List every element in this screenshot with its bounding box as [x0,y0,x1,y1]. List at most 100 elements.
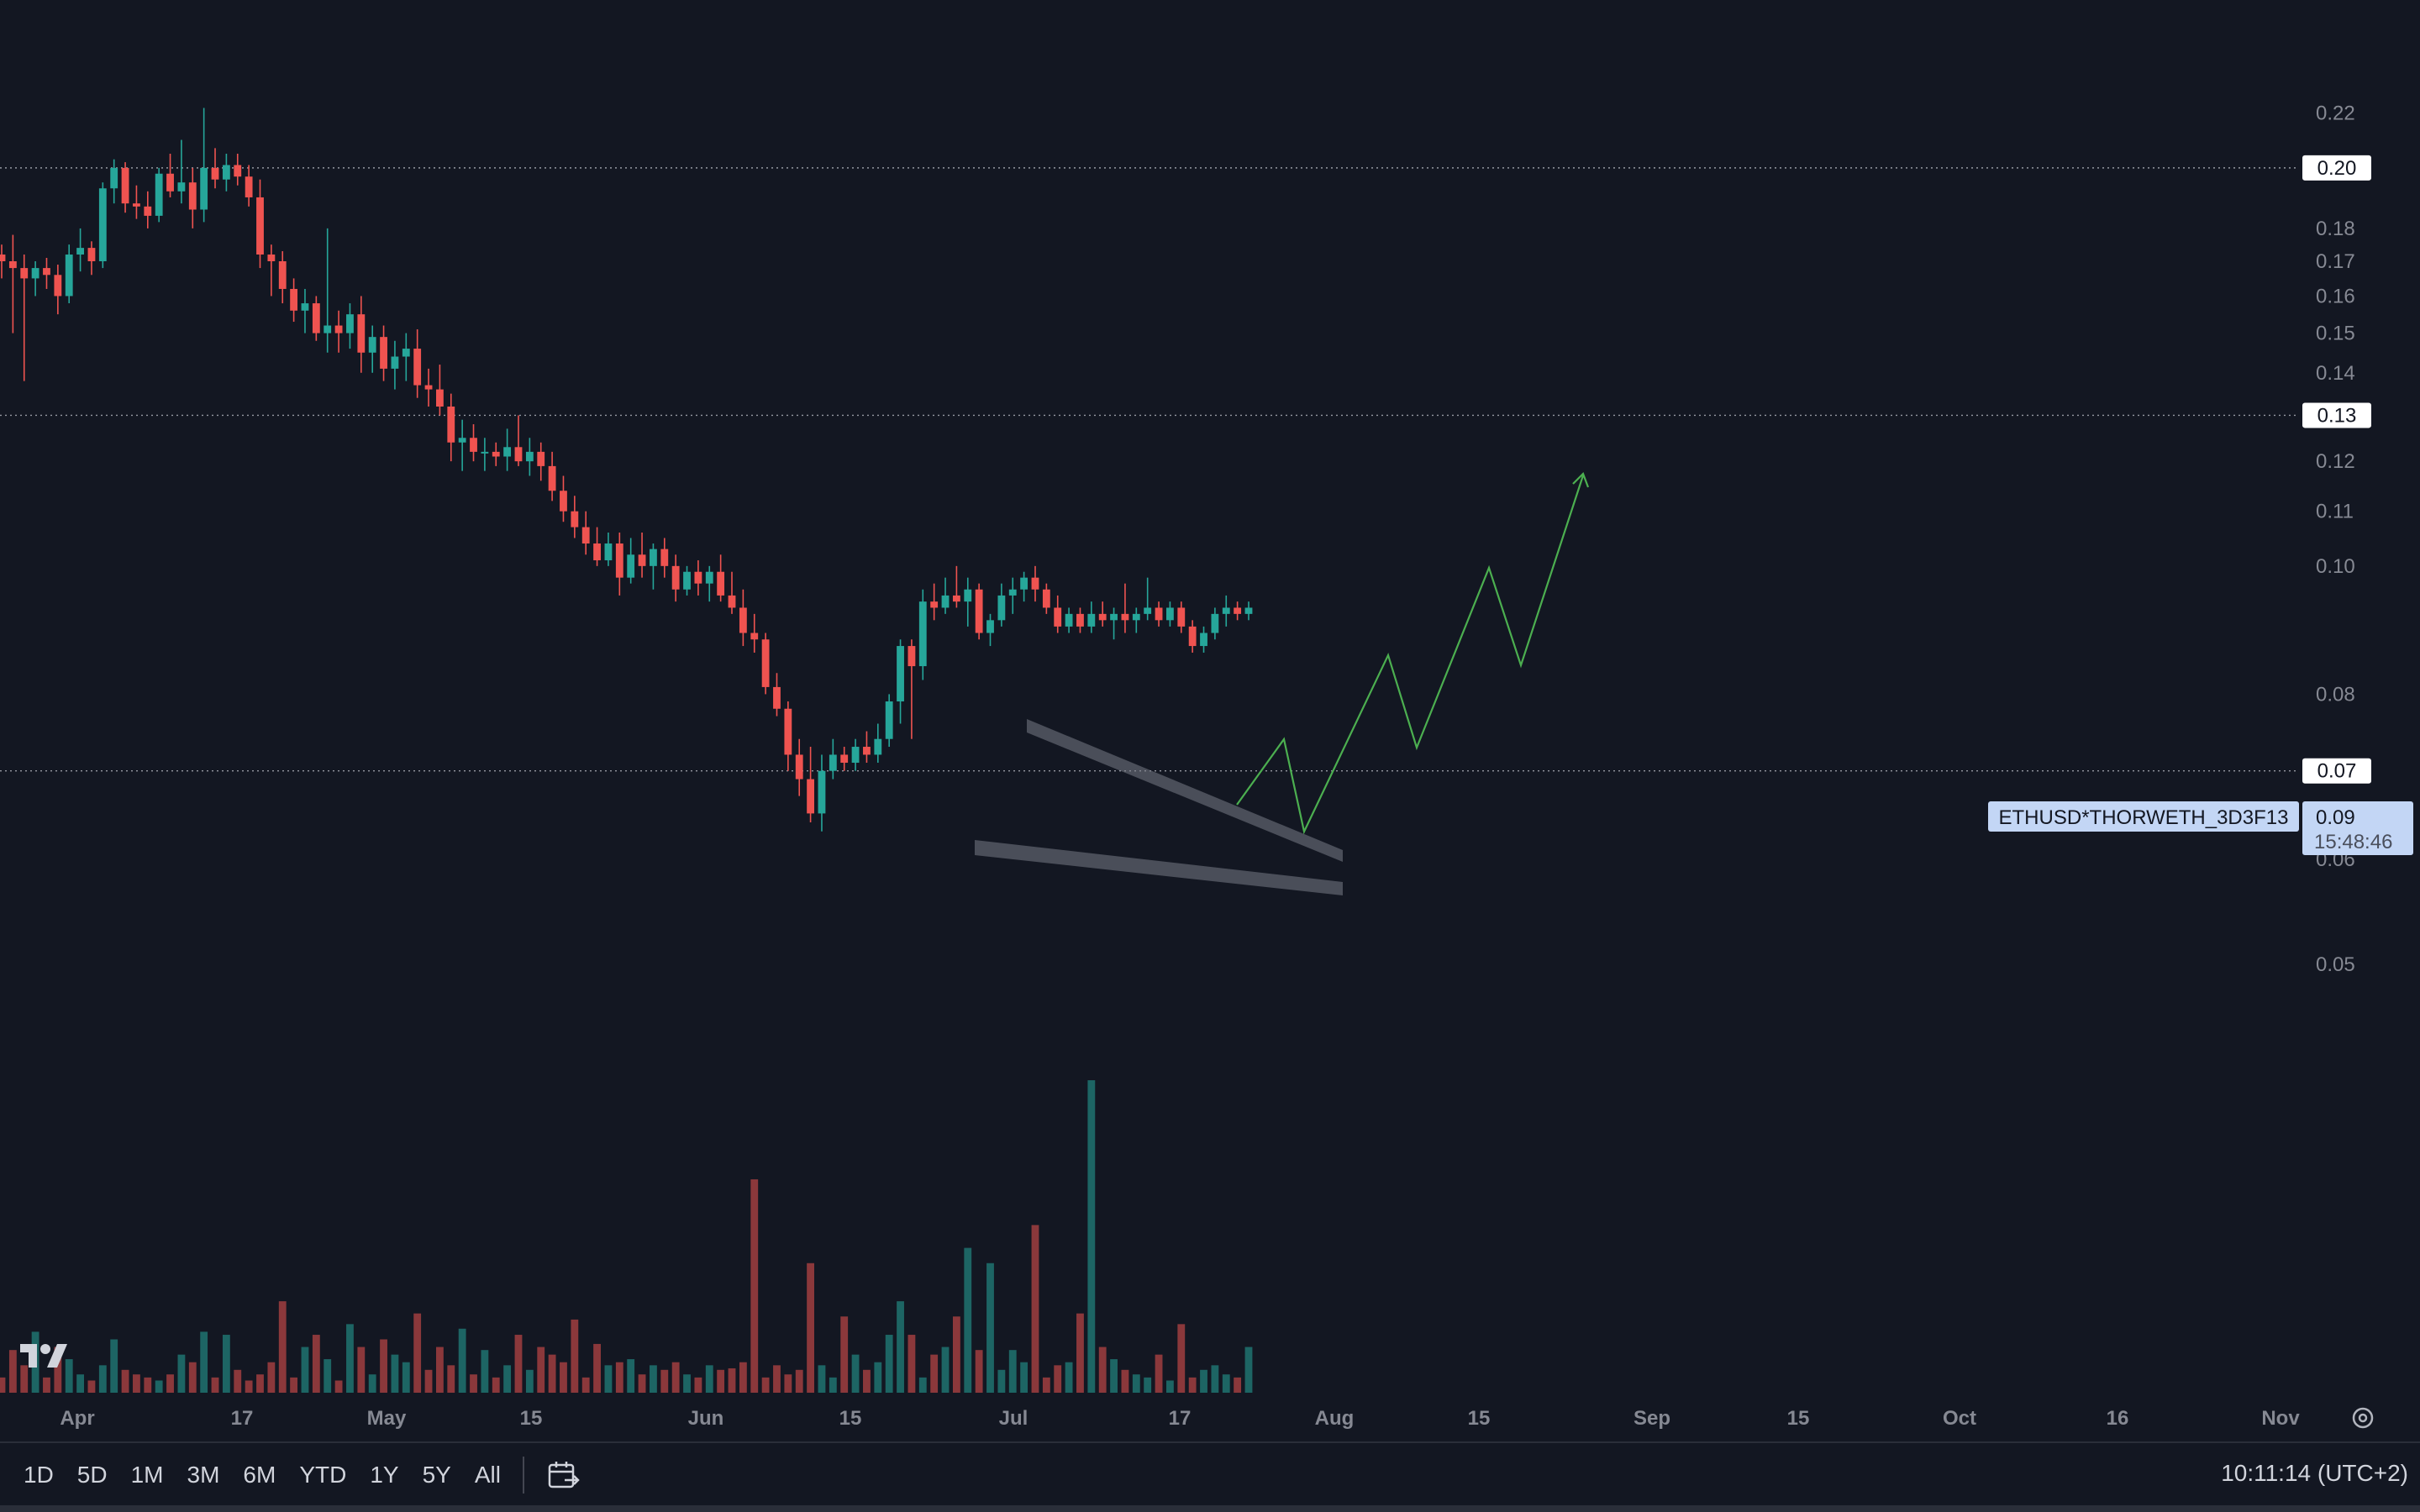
candle-body [357,314,366,353]
y-tick-label: 0.15 [2316,323,2355,345]
candle-body [1110,613,1118,621]
candle-body [615,543,623,578]
current-time[interactable]: 10:11:14 (UTC+2) [2221,1460,2408,1486]
x-tick-label: Jul [999,1407,1028,1430]
candle-body [177,182,186,192]
volume-bar [43,1377,50,1393]
candle-body [593,543,601,561]
x-tick-label: May [367,1407,407,1430]
candle-body [761,639,770,687]
candle-body [54,275,62,297]
candle-body [930,601,939,608]
candle-body [458,438,466,443]
volume-bar [930,1354,939,1393]
volume-bar [1087,1080,1096,1393]
candle-body [952,595,960,602]
candle-body [413,349,422,386]
candle-body [1031,577,1039,590]
volume-bar [581,1377,590,1393]
volume-bar [1110,1359,1118,1393]
candle-body [245,176,253,197]
level-price-tag-text: 0.13 [2317,404,2357,427]
volume-bar [312,1335,320,1393]
volume-bar [829,1377,837,1393]
candle-body [290,288,298,311]
volume-bar [98,1365,107,1393]
x-tick-label: Sep [1634,1407,1670,1430]
volume-bar [155,1380,163,1393]
range-1d-button[interactable]: 1D [24,1462,54,1488]
candle-body [717,571,725,596]
range-all-button[interactable]: All [474,1462,501,1488]
candle-body [650,549,657,566]
range-1y-button[interactable]: 1Y [370,1462,399,1488]
settings-gear-icon[interactable] [2352,1407,2374,1429]
candle-body [1098,613,1107,621]
candle-body [514,447,523,462]
volume-bar [795,1369,803,1393]
range-ytd-button[interactable]: YTD [299,1462,347,1488]
volume-bar [840,1316,849,1393]
volume-bar [54,1347,62,1393]
x-tick-label: 15 [520,1407,543,1430]
x-tick-label: 17 [231,1407,254,1430]
volume-bar [87,1380,96,1393]
candle-body [818,770,826,814]
candle-body [1166,607,1174,621]
candle-body [402,349,410,357]
volume-bar [683,1374,691,1393]
volume-bar [885,1335,893,1393]
candle-body [627,554,635,578]
volume-bar [1188,1377,1197,1393]
y-tick-label: 0.18 [2316,218,2355,240]
candle-body [728,595,736,608]
volume-bar [918,1377,927,1393]
volume-bar [413,1313,422,1393]
volume-bar [615,1362,623,1393]
candle-body [1065,613,1073,627]
x-tick-label: 16 [2107,1407,2129,1430]
candle-body [0,255,6,262]
volume-bar [627,1359,635,1393]
candle-body [1200,633,1207,647]
range-3m-button[interactable]: 3M [187,1462,220,1488]
volume-bar [481,1350,489,1393]
candle-body [1008,589,1017,596]
y-tick-label: 0.11 [2316,501,2354,523]
candle-body [784,708,792,755]
volume-bar [1076,1313,1084,1393]
volume-bar [380,1339,387,1393]
candle-body [334,325,343,333]
candle-body [65,255,73,297]
volume-bar [1121,1369,1129,1393]
volume-bar [368,1374,376,1393]
range-6m-button[interactable]: 6M [243,1462,276,1488]
volume-bar [245,1380,253,1393]
candle-body [8,261,17,269]
range-5y-button[interactable]: 5Y [422,1462,451,1488]
volume-bar [503,1365,512,1393]
candle-body [278,261,287,289]
y-tick-label: 0.10 [2316,555,2355,578]
candle-body [1042,589,1050,608]
candle-body [1155,607,1163,621]
volume-bar [1222,1374,1230,1393]
x-tick-label: Jun [688,1407,724,1430]
range-5d-button[interactable]: 5D [76,1462,108,1488]
candle-body [166,173,174,192]
candle-body [1211,613,1219,633]
volume-bar [874,1362,882,1393]
volume-bar [548,1354,556,1393]
price-chart[interactable]: 0.22 0.20 0.18 0.17 0.16 0.15 0.14 0.12 0.11 0.10… [0,0,2420,1441]
level-price-tag-text: 0.07 [2317,760,2357,783]
volume-bar [470,1374,477,1393]
candle-body [560,491,567,512]
volume-bar [1155,1354,1163,1393]
go-to-date-calendar-icon[interactable] [546,1458,580,1492]
volume-bar [76,1374,84,1393]
candle-body [840,754,849,764]
range-1m-button[interactable]: 1M [130,1462,164,1488]
symbol-tag [1988,801,2299,832]
volume-bar [256,1374,264,1393]
horizontal-levels [0,167,2299,772]
